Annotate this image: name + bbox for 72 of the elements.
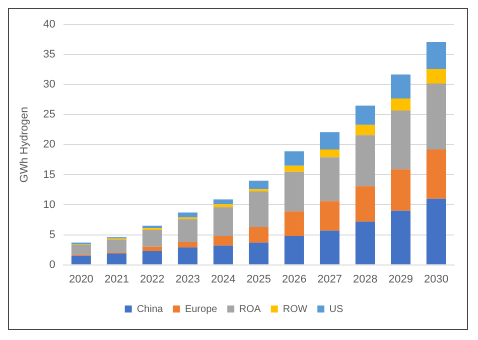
bar <box>284 236 304 264</box>
bar <box>71 256 91 264</box>
bar <box>106 240 126 252</box>
bar <box>213 246 233 264</box>
bar <box>284 211 304 236</box>
bar <box>248 192 268 227</box>
bar <box>284 151 304 166</box>
bar <box>71 244 91 255</box>
legend-label: China <box>136 304 164 315</box>
x-tick-label: 2028 <box>352 273 378 286</box>
x-tick-label: 2026 <box>282 273 306 286</box>
y-tick-label: 0 <box>49 258 56 271</box>
y-tick-label: 30 <box>43 78 56 91</box>
bar <box>142 246 162 251</box>
x-tick-label: 2021 <box>104 273 129 286</box>
bar <box>213 199 233 204</box>
bar <box>320 230 340 264</box>
bar <box>390 98 411 110</box>
y-tick-label: 25 <box>43 108 56 121</box>
x-tick-label: 2022 <box>140 273 164 286</box>
bar <box>178 212 198 218</box>
bar <box>213 207 233 236</box>
bar <box>320 150 340 158</box>
bar <box>213 236 233 246</box>
bar <box>248 180 268 190</box>
bar <box>355 135 375 186</box>
bar <box>355 106 375 125</box>
y-tick-label: 5 <box>49 228 56 241</box>
bar <box>178 219 198 242</box>
bar <box>355 124 375 136</box>
bar <box>390 74 411 98</box>
y-tick-label: 10 <box>43 198 56 211</box>
bar <box>142 230 162 247</box>
bar <box>178 247 198 264</box>
bar <box>390 169 411 211</box>
bar <box>426 198 446 264</box>
bar <box>106 253 126 264</box>
bar <box>142 250 162 264</box>
legend-label: ROA <box>239 304 262 315</box>
bar <box>390 110 411 170</box>
bar <box>426 42 446 70</box>
x-tick-label: 2030 <box>424 273 448 286</box>
bar <box>426 69 446 84</box>
bar <box>248 189 268 192</box>
bar <box>320 157 340 202</box>
bar <box>355 186 375 222</box>
bar <box>178 242 198 248</box>
x-tick-label: 2020 <box>68 273 94 286</box>
bar <box>426 83 446 150</box>
x-tick-label: 2029 <box>388 273 413 286</box>
bar <box>213 204 233 208</box>
x-tick-label: 2023 <box>175 273 200 286</box>
x-tick-label: 2027 <box>317 273 342 286</box>
bar <box>284 166 304 172</box>
bar <box>320 132 340 150</box>
bar <box>248 242 268 264</box>
y-tick-label: 15 <box>43 168 56 181</box>
y-axis-title: GWh Hydrogen <box>18 106 31 183</box>
x-tick-label: 2025 <box>246 273 271 286</box>
y-tick-label: 20 <box>43 138 56 151</box>
bar <box>355 222 375 264</box>
y-tick-label: 35 <box>43 48 56 61</box>
x-tick-label: 2024 <box>210 273 236 286</box>
bar <box>248 226 268 243</box>
bar <box>390 210 411 264</box>
legend-label: ROW <box>282 304 308 315</box>
legend-label: US <box>329 304 344 315</box>
bar <box>426 150 446 199</box>
bar <box>320 201 340 231</box>
legend-label: Europe <box>184 304 218 315</box>
y-tick-label: 40 <box>43 18 56 31</box>
bar <box>284 172 304 212</box>
